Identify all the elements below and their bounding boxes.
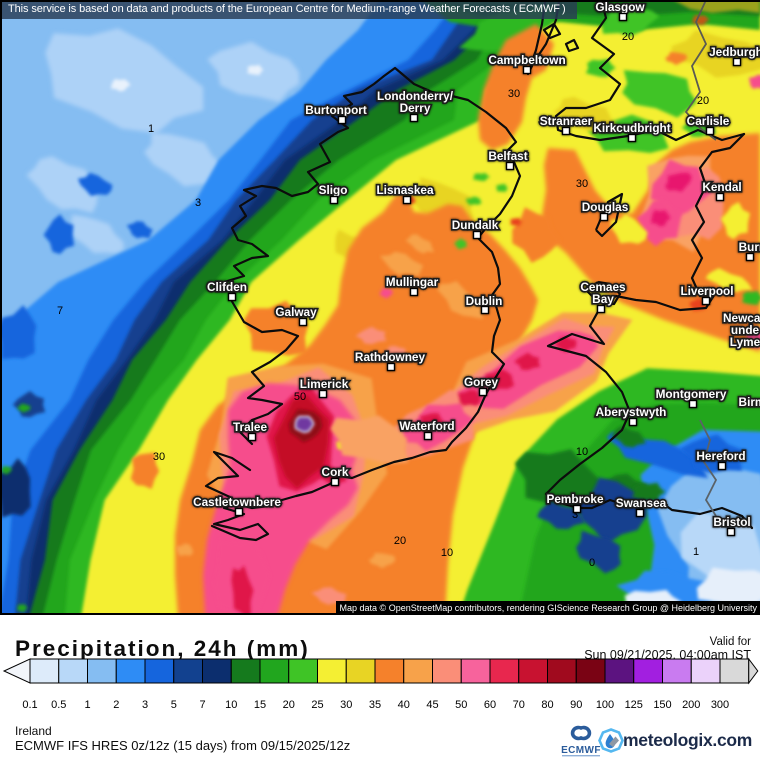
svg-text:125: 125: [625, 699, 643, 711]
svg-text:Carlisle: Carlisle: [687, 114, 730, 128]
svg-text:35: 35: [369, 699, 381, 711]
svg-text:45: 45: [426, 699, 438, 711]
svg-text:Cemaes: Cemaes: [580, 280, 626, 294]
svg-text:20: 20: [283, 699, 295, 711]
svg-text:Bristol: Bristol: [713, 515, 750, 529]
svg-text:300: 300: [711, 699, 729, 711]
svg-text:80: 80: [541, 699, 553, 711]
svg-text:1: 1: [84, 699, 90, 711]
svg-text:0: 0: [589, 557, 595, 569]
svg-text:Kendal: Kendal: [702, 180, 741, 194]
svg-text:3: 3: [142, 699, 148, 711]
svg-text:7: 7: [57, 305, 63, 317]
svg-text:3: 3: [572, 509, 578, 521]
svg-text:Glasgow: Glasgow: [595, 0, 645, 14]
svg-text:Dublin: Dublin: [466, 294, 503, 308]
svg-text:Waterford: Waterford: [399, 419, 454, 433]
svg-text:Lisnaskea: Lisnaskea: [376, 183, 433, 197]
svg-text:Campbeltown: Campbeltown: [488, 53, 565, 67]
svg-text:Rathdowney: Rathdowney: [355, 350, 426, 364]
svg-text:2: 2: [113, 699, 119, 711]
svg-text:50: 50: [294, 391, 306, 403]
svg-text:90: 90: [570, 699, 582, 711]
svg-text:Kirkcudbright: Kirkcudbright: [593, 121, 670, 135]
svg-text:Londonderry/: Londonderry/: [377, 89, 454, 103]
svg-text:Liverpool: Liverpool: [680, 284, 733, 298]
svg-text:Tralee: Tralee: [233, 420, 268, 434]
svg-text:10: 10: [441, 547, 453, 559]
svg-text:15: 15: [254, 699, 266, 711]
svg-text:60: 60: [484, 699, 496, 711]
svg-text:Lyme: Lyme: [730, 335, 760, 349]
svg-text:Derry: Derry: [400, 101, 431, 115]
svg-text:1: 1: [693, 546, 699, 558]
svg-text:Sligo: Sligo: [319, 183, 348, 197]
svg-text:Aberystwyth: Aberystwyth: [596, 405, 667, 419]
svg-text:70: 70: [513, 699, 525, 711]
svg-text:150: 150: [653, 699, 671, 711]
svg-text:ECMWF: ECMWF: [561, 745, 601, 756]
svg-text:Limerick: Limerick: [300, 377, 349, 391]
svg-text:30: 30: [153, 451, 165, 463]
svg-text:Douglas: Douglas: [582, 200, 629, 214]
svg-text:Pembroke: Pembroke: [546, 492, 603, 506]
svg-text:Bay: Bay: [592, 292, 614, 306]
svg-text:Newcas: Newcas: [723, 311, 760, 325]
svg-text:unde: unde: [731, 323, 760, 337]
svg-text:Burnl: Burnl: [739, 240, 760, 254]
svg-text:3: 3: [195, 197, 201, 209]
svg-text:Hereford: Hereford: [696, 449, 745, 463]
svg-text:1: 1: [148, 123, 154, 135]
svg-text:20: 20: [697, 95, 709, 107]
svg-text:10: 10: [225, 699, 237, 711]
svg-text:Montgomery: Montgomery: [656, 387, 727, 401]
svg-text:7: 7: [199, 699, 205, 711]
svg-text:Clifden: Clifden: [207, 280, 247, 294]
svg-text:Cork: Cork: [322, 465, 349, 479]
svg-text:40: 40: [398, 699, 410, 711]
svg-text:25: 25: [311, 699, 323, 711]
svg-text:100: 100: [596, 699, 614, 711]
svg-text:Jedburgh: Jedburgh: [709, 45, 760, 59]
svg-text:10: 10: [576, 446, 588, 458]
svg-text:Dundalk: Dundalk: [452, 218, 499, 232]
svg-text:Stranraer: Stranraer: [540, 114, 593, 128]
svg-text:0.1: 0.1: [22, 699, 37, 711]
svg-text:Burtonport: Burtonport: [305, 103, 367, 117]
svg-text:Birm: Birm: [739, 395, 760, 409]
svg-text:Swansea: Swansea: [616, 496, 667, 510]
svg-text:Belfast: Belfast: [488, 149, 527, 163]
svg-text:20: 20: [622, 31, 634, 43]
svg-text:5: 5: [171, 699, 177, 711]
svg-text:Gorey: Gorey: [464, 375, 499, 389]
svg-text:50: 50: [455, 699, 467, 711]
svg-text:30: 30: [508, 88, 520, 100]
svg-text:30: 30: [576, 178, 588, 190]
svg-text:30: 30: [340, 699, 352, 711]
svg-text:200: 200: [682, 699, 700, 711]
svg-text:0.5: 0.5: [51, 699, 66, 711]
svg-text:Mullingar: Mullingar: [386, 275, 439, 289]
svg-text:20: 20: [394, 535, 406, 547]
svg-text:Castletownbere: Castletownbere: [193, 495, 281, 509]
svg-text:meteologix.com: meteologix.com: [623, 730, 752, 750]
svg-text:Galway: Galway: [275, 305, 317, 319]
